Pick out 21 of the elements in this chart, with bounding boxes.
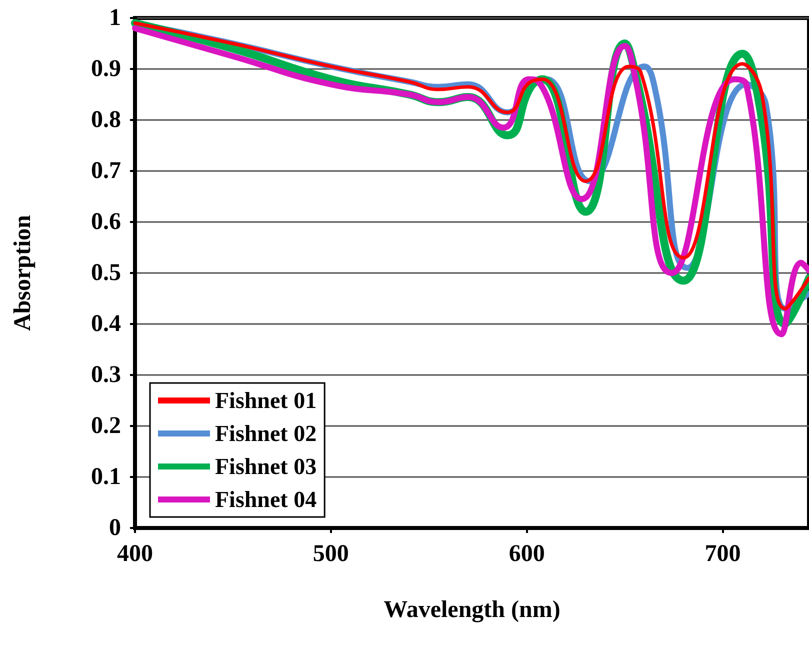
y-tick-label: 0.2 [91, 413, 121, 439]
x-tick-label: 400 [117, 541, 153, 567]
y-axis-title: Absorption [10, 214, 36, 332]
y-tick-label: 0.5 [91, 260, 121, 286]
legend-label: Fishnet 03 [215, 454, 317, 479]
x-tick-label: 600 [508, 541, 545, 567]
x-tick-label: 700 [704, 541, 741, 567]
legend-label: Fishnet 02 [215, 421, 317, 446]
y-tick-label: 0.3 [91, 362, 121, 388]
y-tick-label: 0.8 [91, 107, 121, 133]
y-tick-label: 0.6 [91, 209, 121, 235]
y-tick-label: 1 [109, 5, 121, 31]
legend-label: Fishnet 01 [215, 388, 317, 413]
x-tick-label: 500 [312, 541, 349, 567]
x-axis-title: Wavelength (nm) [384, 597, 560, 623]
y-tick-label: 0.1 [91, 464, 121, 490]
y-tick-label: 0.9 [91, 56, 121, 82]
y-tick-label: 0.7 [91, 158, 121, 184]
y-tick-label: 0 [109, 515, 121, 541]
legend-label: Fishnet 04 [215, 487, 318, 512]
y-tick-label: 0.4 [91, 311, 121, 337]
